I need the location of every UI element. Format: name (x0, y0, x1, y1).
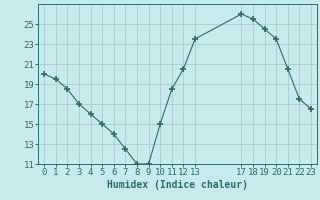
X-axis label: Humidex (Indice chaleur): Humidex (Indice chaleur) (107, 180, 248, 190)
